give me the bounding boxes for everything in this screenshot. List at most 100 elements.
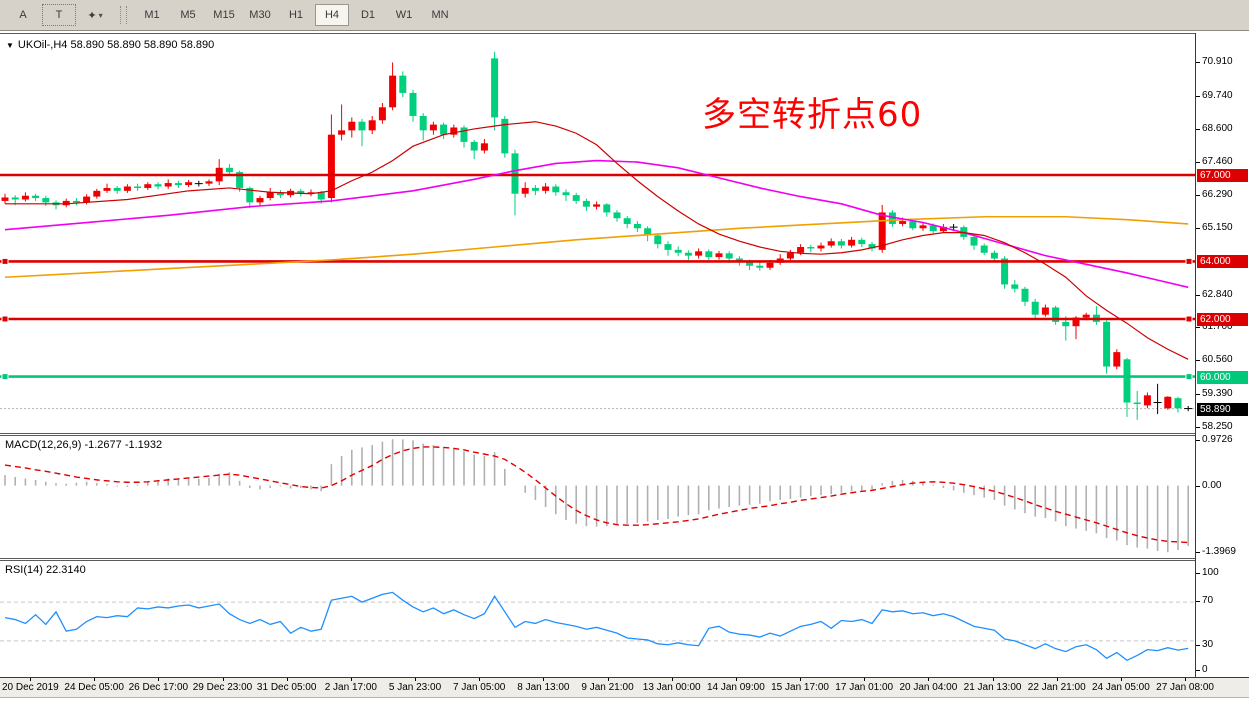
timeframe-bar: M1 M5 M15 M30 H1 H4 D1 W1 MN <box>135 4 457 26</box>
rsi-indicator-canvas[interactable] <box>0 561 1195 676</box>
macd-tick-0.00: 0.00 <box>1202 480 1222 491</box>
shapes-tool-button[interactable]: ✦ ▾ <box>78 4 112 26</box>
macd-label[interactable]: MACD(12,26,9) -1.2677 -1.1932 <box>5 439 163 451</box>
axis-tick <box>1196 394 1200 395</box>
macd-indicator-canvas[interactable] <box>0 436 1195 556</box>
ma-mid-line <box>4 159 1189 289</box>
axis-tick <box>1196 129 1200 130</box>
time-label: 13 Jan 00:00 <box>642 682 701 693</box>
time-tick <box>350 678 352 681</box>
window-bottom-border <box>0 697 1249 698</box>
axis-tick <box>1196 486 1200 487</box>
timeframe-button-d1[interactable]: D1 <box>360 9 376 21</box>
time-tick <box>607 678 609 681</box>
time-tick <box>415 678 417 681</box>
shapes-icon: ✦ <box>87 9 97 22</box>
symbol-ohlc-label[interactable]: ▼ UKOil-,H4 58.890 58.890 58.890 58.890 <box>6 39 215 51</box>
time-label: 24 Dec 05:00 <box>64 682 124 693</box>
price-tick-68.600: 68.600 <box>1202 123 1233 134</box>
time-label: 17 Jan 01:00 <box>835 682 894 693</box>
time-label: 29 Dec 23:00 <box>192 682 253 693</box>
price-axis[interactable]: 70.910 69.740 68.600 67.460 66.290 65.150 62.8… <box>1196 33 1249 697</box>
time-tick <box>992 678 994 681</box>
price-badge-58.890: 58.890 <box>1197 403 1248 416</box>
time-label: 14 Jan 09:00 <box>706 682 765 693</box>
chart-top-border <box>0 33 1249 34</box>
chart-annotation-text: 多空转折点60 <box>702 95 923 135</box>
price-tick-60.560: 60.560 <box>1202 354 1233 365</box>
time-label: 9 Jan 21:00 <box>581 682 634 693</box>
axis-tick <box>1196 327 1200 328</box>
axis-tick <box>1196 601 1200 602</box>
panel-separator[interactable] <box>0 433 1249 434</box>
toolbar-grip[interactable] <box>120 6 127 24</box>
time-tick <box>735 678 737 681</box>
rsi-label[interactable]: RSI(14) 22.3140 <box>5 564 86 576</box>
price-badge-64.000: 64.000 <box>1197 255 1248 268</box>
axis-tick <box>1196 228 1200 229</box>
axis-tick <box>1196 62 1200 63</box>
time-tick <box>864 678 866 681</box>
rsi-tick-30: 30 <box>1202 639 1214 650</box>
axis-tick <box>1196 295 1200 296</box>
time-label: 8 Jan 13:00 <box>517 682 570 693</box>
time-tick <box>1185 678 1187 681</box>
rsi-tick-0: 0 <box>1202 664 1208 675</box>
time-tick <box>286 678 288 681</box>
time-label: 2 Jan 17:00 <box>324 682 377 693</box>
axis-tick <box>1196 573 1200 574</box>
panel-separator <box>0 560 1249 561</box>
chevron-down-icon: ▾ <box>98 10 103 20</box>
price-tick-69.740: 69.740 <box>1202 90 1233 101</box>
time-tick <box>222 678 224 681</box>
time-tick <box>94 678 96 681</box>
timeframe-button-m1[interactable]: M1 <box>144 9 160 21</box>
panel-separator[interactable] <box>0 558 1249 559</box>
text-tool-icon[interactable]: T <box>42 4 76 26</box>
axis-tick <box>1196 360 1200 361</box>
price-tick-66.290: 66.290 <box>1202 189 1233 200</box>
time-label: 5 Jan 23:00 <box>388 682 442 693</box>
time-label: 27 Jan 08:00 <box>1156 682 1214 693</box>
panel-separator <box>0 435 1249 436</box>
rsi-tick-70: 70 <box>1202 595 1214 606</box>
time-label: 21 Jan 13:00 <box>963 682 1022 693</box>
time-tick <box>479 678 481 681</box>
time-axis[interactable]: 20 Dec 2019 24 Dec 05:00 26 Dec 17:00 29 De… <box>0 677 1249 698</box>
chart-area: ▼ UKOil-,H4 58.890 58.890 58.890 58.890 多… <box>0 31 1249 701</box>
axis-tick <box>1196 96 1200 97</box>
rsi-tick-100: 100 <box>1202 567 1219 578</box>
text-label-tool-icon[interactable]: A <box>19 9 27 21</box>
time-label: 15 Jan 17:00 <box>771 682 829 693</box>
timeframe-button-h1[interactable]: H1 <box>288 9 304 21</box>
price-tick-67.460: 67.460 <box>1202 156 1233 167</box>
timeframe-button-m15[interactable]: M15 <box>213 9 235 21</box>
macd-tick--1.3969: -1.3969 <box>1202 546 1236 557</box>
time-label: 31 Dec 05:00 <box>256 682 317 693</box>
axis-tick <box>1196 427 1200 428</box>
time-label: 20 Dec 2019 <box>2 682 59 693</box>
timeframe-button-w1[interactable]: W1 <box>395 9 413 21</box>
price-tick-62.840: 62.840 <box>1202 289 1233 300</box>
axis-tick <box>1196 440 1200 441</box>
time-tick <box>928 678 930 681</box>
timeframe-button-m30[interactable]: M30 <box>249 9 271 21</box>
time-label: 7 Jan 05:00 <box>453 682 506 693</box>
macd-tick-0.9726: 0.9726 <box>1202 434 1233 445</box>
timeframe-button-m5[interactable]: M5 <box>180 9 196 21</box>
time-tick <box>800 678 802 681</box>
timeframe-button-mn[interactable]: MN <box>431 9 449 21</box>
macd-signal-line <box>4 446 1189 544</box>
price-badge-67.000: 67.000 <box>1197 169 1248 182</box>
price-tick-58.250: 58.250 <box>1202 421 1233 432</box>
time-label: 24 Jan 05:00 <box>1091 682 1150 693</box>
axis-tick <box>1196 195 1200 196</box>
ma-fast-line <box>5 121 1189 360</box>
price-chart-canvas[interactable] <box>0 33 1195 433</box>
time-tick <box>671 678 673 681</box>
time-tick <box>158 678 160 681</box>
price-tick-65.150: 65.150 <box>1202 222 1233 233</box>
timeframe-button-h4[interactable]: H4 <box>315 4 349 26</box>
ma-slow-line <box>4 215 1189 279</box>
